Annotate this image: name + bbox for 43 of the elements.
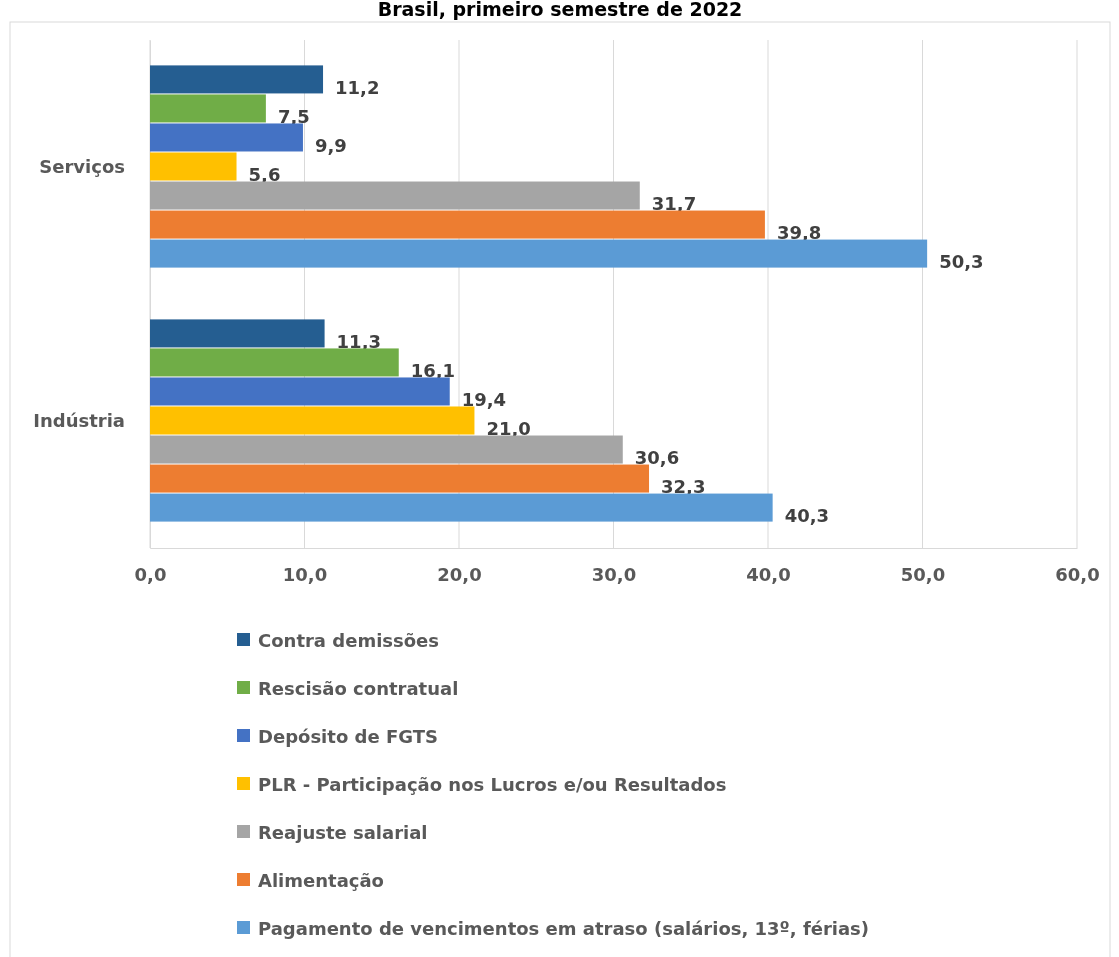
legend-label: Alimentação bbox=[258, 870, 384, 891]
bar bbox=[150, 210, 765, 239]
data-label: 32,3 bbox=[661, 476, 706, 498]
data-label: 39,8 bbox=[776, 222, 822, 244]
bar bbox=[150, 319, 325, 348]
x-tick-label: 0,0 bbox=[134, 563, 167, 585]
bar bbox=[150, 123, 303, 152]
x-tick-label: 30,0 bbox=[591, 563, 637, 585]
x-tick-label: 50,0 bbox=[900, 563, 946, 585]
y-tick-label: Serviços bbox=[39, 155, 125, 177]
x-tick-label: 60,0 bbox=[1055, 563, 1100, 585]
y-tick-label: Indústria bbox=[33, 409, 125, 431]
data-label: 16,1 bbox=[410, 359, 456, 381]
data-label: 9,9 bbox=[314, 134, 347, 156]
legend-label: Contra demissões bbox=[258, 630, 440, 651]
x-tick-label: 40,0 bbox=[746, 563, 791, 585]
bar bbox=[150, 181, 640, 210]
bar bbox=[150, 348, 399, 377]
chart-title: Brasil, primeiro semestre de 2022 bbox=[377, 0, 743, 20]
data-label: 19,4 bbox=[461, 388, 507, 410]
legend-label: Depósito de FGTS bbox=[258, 726, 438, 747]
data-label: 11,2 bbox=[335, 76, 380, 98]
x-tick-label: 10,0 bbox=[282, 563, 328, 585]
data-label: 50,3 bbox=[939, 251, 984, 273]
bar bbox=[150, 94, 266, 123]
legend-label: PLR - Participação nos Lucros e/ou Resultados bbox=[258, 774, 727, 795]
data-label: 21,0 bbox=[486, 418, 531, 439]
bar bbox=[150, 377, 450, 406]
bar bbox=[150, 65, 324, 94]
data-label: 31,7 bbox=[651, 193, 697, 215]
bar bbox=[150, 493, 773, 522]
legend-label: Reajuste salarial bbox=[258, 822, 428, 843]
data-label: 11,3 bbox=[336, 330, 382, 352]
x-tick-label: 20,0 bbox=[437, 563, 482, 585]
data-label: 30,6 bbox=[634, 447, 680, 469]
data-label: 40,3 bbox=[784, 505, 830, 527]
legend-label: Rescisão contratual bbox=[258, 678, 459, 699]
bar bbox=[150, 152, 237, 181]
data-label: 5,6 bbox=[248, 164, 281, 185]
legend-label: Pagamento de vencimentos em atraso (salários, 13º, férias) bbox=[258, 918, 870, 939]
bar bbox=[150, 239, 928, 268]
data-label: 7,5 bbox=[277, 105, 310, 127]
bar bbox=[150, 435, 623, 464]
